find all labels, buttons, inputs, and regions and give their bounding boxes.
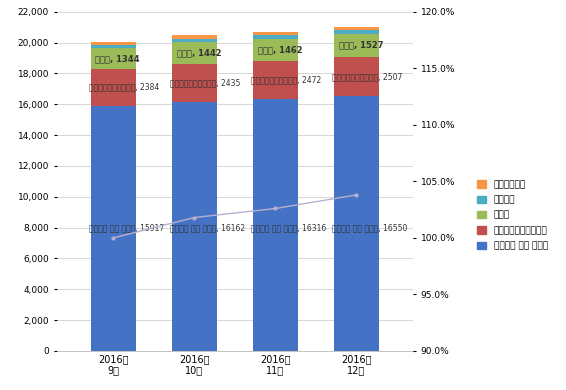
Bar <box>172 102 217 351</box>
Text: タイムズ カー プラス, 16550: タイムズ カー プラス, 16550 <box>332 223 408 232</box>
Text: タイムズ カー プラス, 15917: タイムズ カー プラス, 15917 <box>89 223 164 232</box>
Bar <box>253 39 298 61</box>
Bar <box>253 35 298 39</box>
Bar <box>334 57 379 96</box>
Bar <box>334 27 379 30</box>
Text: オリックスカーシェア, 2507: オリックスカーシェア, 2507 <box>332 72 402 81</box>
Bar <box>172 42 217 64</box>
Bar <box>172 64 217 102</box>
Legend: アース・カー, カリテコ, カレコ, オリックスカーシェア, タイムズ カー プラス: アース・カー, カリテコ, カレコ, オリックスカーシェア, タイムズ カー プ… <box>474 177 551 254</box>
Bar <box>253 99 298 351</box>
Bar <box>91 42 136 45</box>
Text: オリックスカーシェア, 2435: オリックスカーシェア, 2435 <box>170 78 241 87</box>
Bar <box>334 30 379 34</box>
Bar <box>91 48 136 69</box>
Text: カレコ, 1527: カレコ, 1527 <box>338 41 383 50</box>
Bar <box>172 39 217 42</box>
Bar <box>91 106 136 351</box>
Text: カレコ, 1344: カレコ, 1344 <box>96 54 140 63</box>
Text: タイムズ カー プラス, 16316: タイムズ カー プラス, 16316 <box>251 223 327 232</box>
Text: オリックスカーシェア, 2384: オリックスカーシェア, 2384 <box>89 83 159 92</box>
Bar <box>253 61 298 99</box>
Text: オリックスカーシェア, 2472: オリックスカーシェア, 2472 <box>251 76 321 85</box>
Text: カレコ, 1462: カレコ, 1462 <box>258 46 302 55</box>
Bar <box>91 69 136 106</box>
Bar <box>334 96 379 351</box>
Text: カレコ, 1442: カレコ, 1442 <box>177 49 221 58</box>
Bar <box>334 34 379 57</box>
Text: タイムズ カー プラス, 16162: タイムズ カー プラス, 16162 <box>170 223 245 232</box>
Bar <box>172 35 217 39</box>
Bar <box>91 45 136 48</box>
Bar <box>253 32 298 35</box>
